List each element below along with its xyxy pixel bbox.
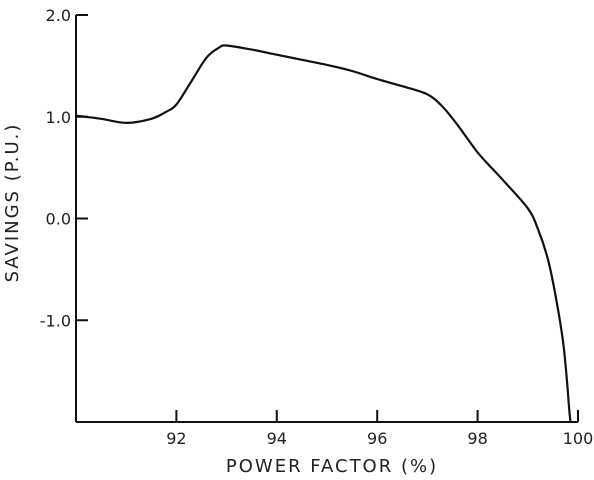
y-axis: 2.0 1.0 0.0 -1.0 SAVINGS (P.U.): [2, 6, 88, 422]
y-tick-label: 0.0: [46, 210, 71, 229]
y-tick-label: -1.0: [40, 311, 71, 330]
plot-series: [74, 44, 572, 424]
x-axis-label: POWER FACTOR (%): [226, 456, 438, 477]
series-line-1: [74, 44, 572, 424]
x-tick-label: 96: [367, 429, 387, 448]
x-ticks: 92 94 96 98 100: [166, 410, 593, 448]
x-tick-label: 94: [267, 429, 287, 448]
y-tick-label: 1.0: [46, 108, 71, 127]
x-tick-label: 92: [166, 429, 186, 448]
y-axis-label: SAVINGS (P.U.): [2, 123, 23, 283]
x-tick-label: 100: [563, 429, 594, 448]
x-axis: 92 94 96 98 100 POWER FACTOR (%): [76, 410, 593, 477]
y-ticks: 2.0 1.0 0.0 -1.0: [40, 6, 88, 330]
x-tick-label: 98: [467, 429, 487, 448]
y-tick-label: 2.0: [46, 6, 71, 25]
